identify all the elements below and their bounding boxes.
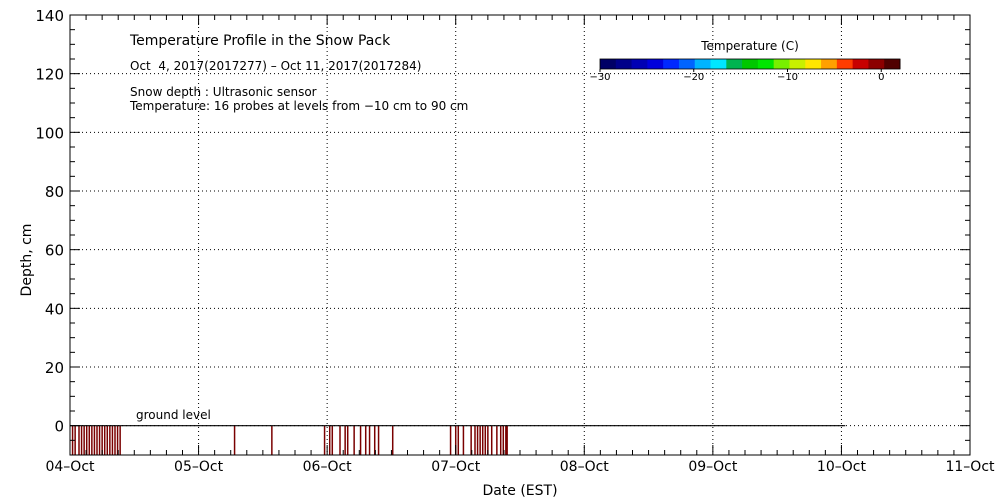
x-tick-label: 05–Oct <box>174 459 224 475</box>
colorbar-swatch <box>647 59 664 69</box>
colorbar-swatch <box>773 59 790 69</box>
y-tick-labels: 0 20 40 60 80 100 120 140 <box>35 7 64 436</box>
x-tick-label: 10–Oct <box>817 459 867 475</box>
chart-subtitle: Oct 4, 2017(2017277) – Oct 11, 2017(2017… <box>130 59 421 73</box>
colorbar-swatch <box>615 59 633 69</box>
colorbar-swatch <box>710 59 727 69</box>
ground-level-label: ground level <box>136 408 211 422</box>
colorbar-swatch <box>821 59 838 69</box>
x-tick-label: 09–Oct <box>688 459 738 475</box>
colorbar-swatch <box>757 59 775 69</box>
colorbar-swatch <box>600 59 617 69</box>
colorbar-swatch <box>868 59 885 69</box>
colorbar-swatch <box>742 59 759 69</box>
y-tick-label: 100 <box>35 124 64 142</box>
y-tick-label: 60 <box>45 242 64 260</box>
y-tick-label: 80 <box>45 183 64 201</box>
note-snow-depth: Snow depth : Ultrasonic sensor <box>130 85 317 99</box>
colorbar-ticks: −30 −20 −10 0 <box>589 69 884 83</box>
colorbar-swatch <box>631 59 648 69</box>
colorbar-tick-label: −10 <box>777 72 798 83</box>
axis-ticks <box>69 14 971 456</box>
x-tick-label: 06–Oct <box>303 459 353 475</box>
colorbar-swatch <box>884 59 901 69</box>
colorbar-swatch <box>726 59 743 69</box>
y-tick-label: 0 <box>54 418 64 436</box>
x-tick-labels: 04–Oct 05–Oct 06–Oct 07–Oct 08–Oct 09–Oct 10–O… <box>45 459 995 475</box>
colorbar-tick-label: −20 <box>683 72 704 83</box>
colorbar-title: Temperature (C) <box>700 39 799 53</box>
colorbar-tick-label: 0 <box>878 72 884 83</box>
x-axis-label: Date (EST) <box>482 483 557 499</box>
colorbar-swatch <box>789 59 806 69</box>
colorbar-swatch <box>836 59 854 69</box>
colorbar-swatch <box>678 59 696 69</box>
colorbar-swatch <box>694 59 712 69</box>
y-tick-label: 120 <box>35 66 64 84</box>
note-temperature: Temperature: 16 probes at levels from −1… <box>129 99 468 113</box>
y-tick-label: 40 <box>45 300 64 318</box>
y-tick-label: 140 <box>35 7 64 25</box>
y-axis-label: Depth, cm <box>19 224 35 297</box>
colorbar-swatch <box>852 59 869 69</box>
colorbar-swatch <box>805 59 822 69</box>
colorbar-swatch <box>663 59 680 69</box>
y-tick-label: 20 <box>45 359 64 377</box>
colorbar-frame <box>599 58 901 70</box>
x-tick-label: 08–Oct <box>560 459 610 475</box>
below-ground-marks <box>71 425 508 455</box>
x-tick-label: 07–Oct <box>431 459 481 475</box>
chart-title: Temperature Profile in the Snow Pack <box>129 33 391 49</box>
grid-lines <box>70 15 970 455</box>
colorbar <box>599 58 901 70</box>
x-tick-label: 04–Oct <box>45 459 95 475</box>
colorbar-tick-label: −30 <box>589 72 610 83</box>
x-tick-label: 11–Oct <box>945 459 995 475</box>
plot-frame <box>69 14 971 456</box>
